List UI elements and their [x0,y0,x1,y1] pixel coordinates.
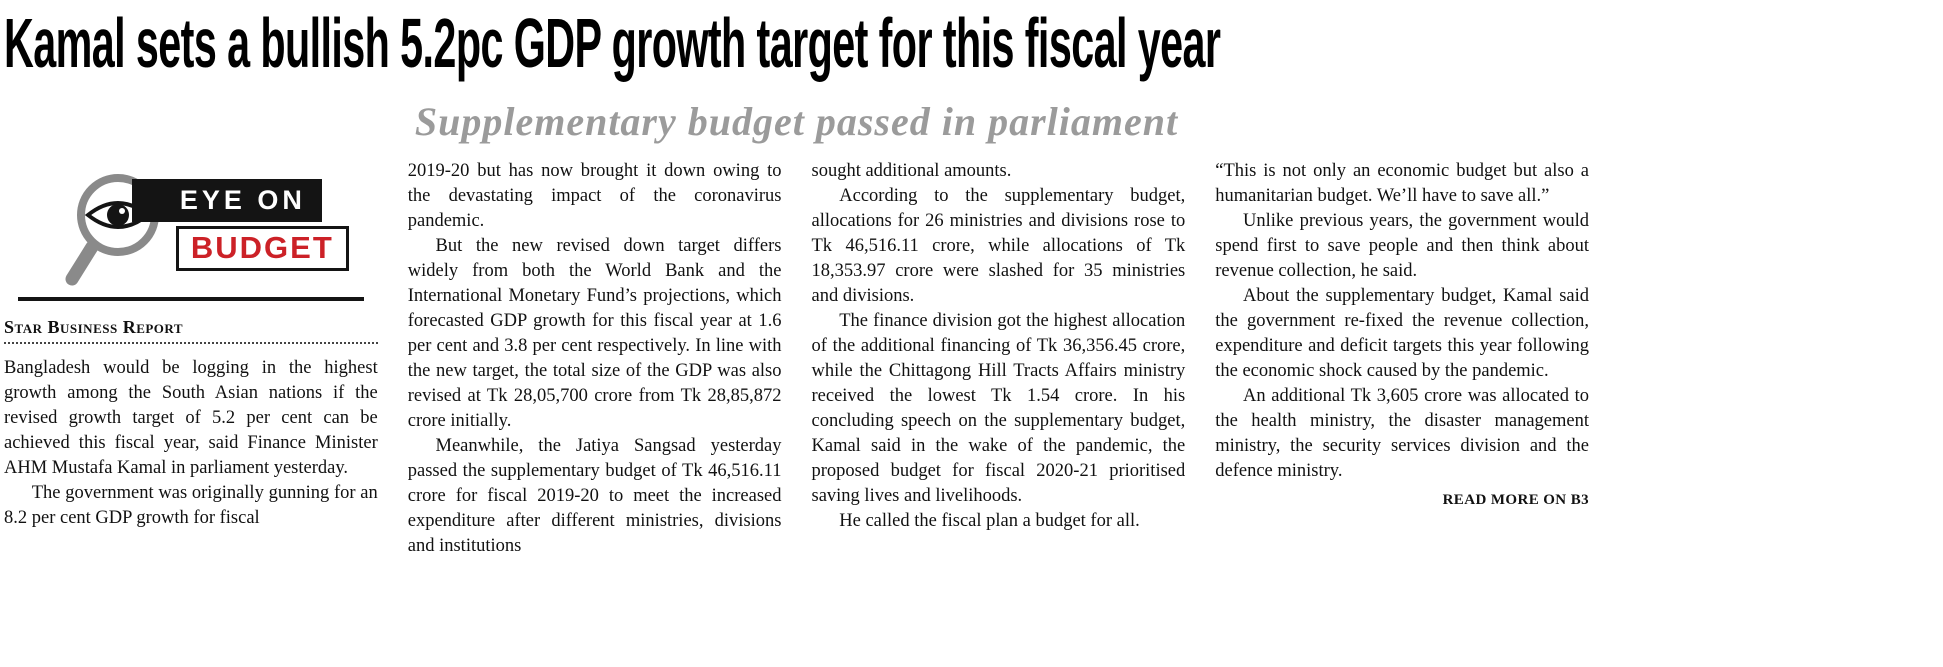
paragraph: Unlike previous years, the government wo… [1215,211,1589,281]
logo-bands: EYE ON BUDGET [131,179,349,271]
column-text: “This is not only an economic budget but… [1215,159,1589,484]
paragraph: About the supplementary budget, Kamal sa… [1215,286,1589,381]
byline: Star Business Report [4,317,184,337]
logo-underline [18,297,364,301]
column-text: Bangladesh would be logging in the highe… [4,356,378,531]
article-column-2: 2019-20 but has now brought it down owin… [408,159,782,559]
paragraph: “This is not only an economic budget but… [1215,161,1589,206]
logo-budget-label: BUDGET [175,226,349,271]
byline-divider [4,342,378,344]
article-column-4: “This is not only an economic budget but… [1215,159,1589,559]
paragraph: The government was originally gunning fo… [4,483,378,528]
eye-on-budget-logo: EYE ON BUDGET [60,167,349,289]
paragraph: 2019-20 but has now brought it down owin… [407,161,782,231]
paragraph: But the new revised down target differs … [407,236,782,431]
paragraph: Meanwhile, the Jatiya Sangsad yesterday … [407,436,782,556]
paragraph: He called the fiscal plan a budget for a… [839,511,1140,531]
column-text: 2019-20 but has now brought it down owin… [408,159,782,559]
paragraph: The finance division got the highest all… [811,311,1186,506]
paragraph: According to the supplementary budget, a… [811,186,1186,306]
headline-text: Kamal sets a bullish 5.2pc GDP growth ta… [4,4,1221,82]
logo-eye-on-label: EYE ON [131,179,322,222]
read-more-note: READ MORE ON B3 [1442,492,1589,508]
article-column-3: sought additional amounts. According to t… [812,159,1186,559]
paragraph: An additional Tk 3,605 crore was allocat… [1215,386,1589,481]
paragraph: Bangladesh would be logging in the highe… [4,358,378,478]
headline: Kamal sets a bullish 5.2pc GDP growth ta… [4,4,1589,98]
paragraph: sought additional amounts. [811,161,1012,181]
article-body: EYE ON BUDGET Star Business Report Bangl… [4,159,1589,559]
article-column-1: EYE ON BUDGET Star Business Report Bangl… [4,159,378,559]
column-text: sought additional amounts. According to t… [812,159,1186,534]
subheadline: Supplementary budget passed in parliamen… [414,99,1179,144]
